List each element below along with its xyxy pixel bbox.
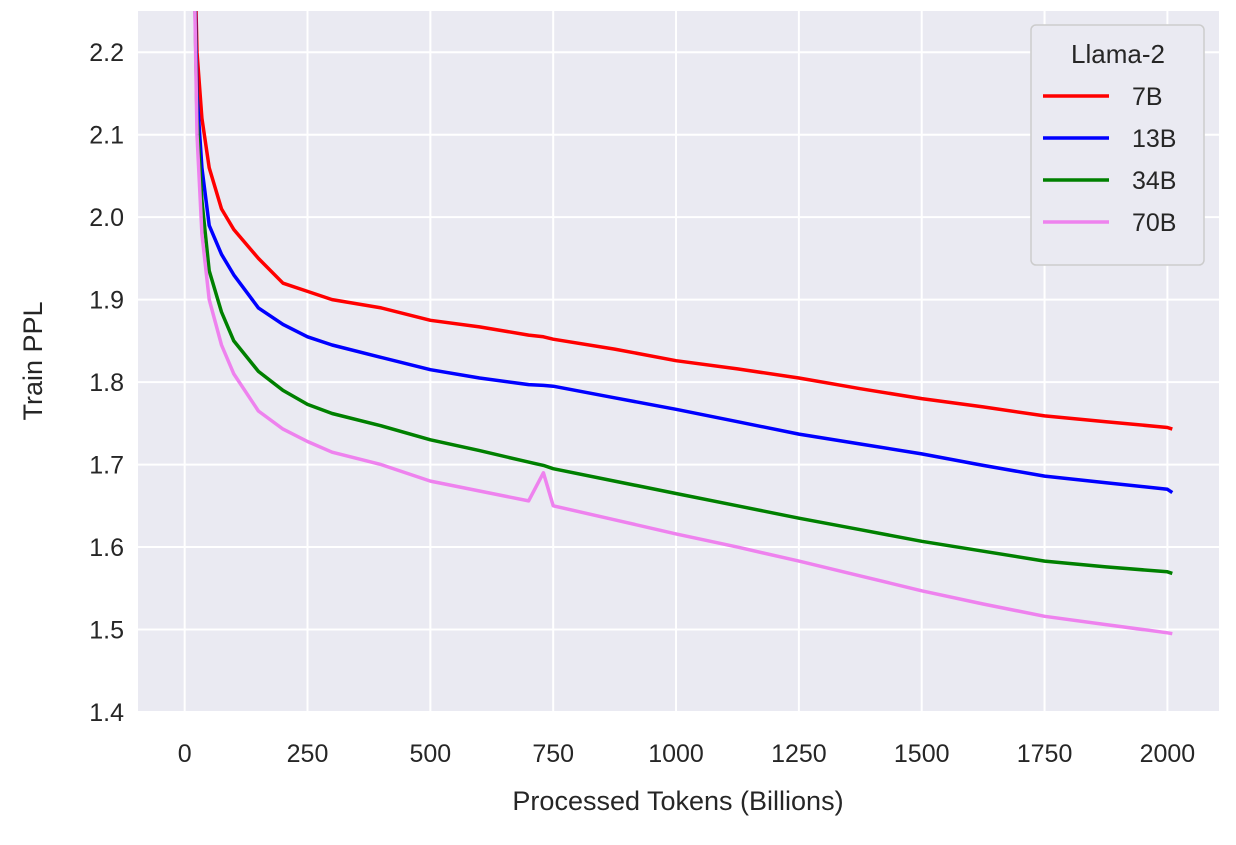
x-tick-label: 1000 xyxy=(648,740,704,768)
legend-title: Llama-2 xyxy=(1071,39,1165,69)
x-tick-label: 2000 xyxy=(1140,740,1196,768)
x-tick-label: 0 xyxy=(178,740,192,768)
x-tick-label: 500 xyxy=(410,740,452,768)
y-axis-label: Train PPL xyxy=(18,301,48,420)
y-tick-label: 2.2 xyxy=(89,39,124,67)
y-tick-label: 2.0 xyxy=(89,204,124,232)
y-tick-label: 1.4 xyxy=(89,699,124,727)
x-tick-label: 250 xyxy=(287,740,329,768)
x-tick-label: 1500 xyxy=(894,740,950,768)
y-tick-label: 2.1 xyxy=(89,122,124,150)
x-tick-label: 1750 xyxy=(1017,740,1073,768)
x-tick-label: 1250 xyxy=(771,740,827,768)
series-line-34B xyxy=(193,11,1173,576)
x-axis-label: Processed Tokens (Billions) xyxy=(512,786,843,816)
y-tick-label: 1.5 xyxy=(89,617,124,645)
series-line-13B xyxy=(193,11,1174,495)
legend: Llama-2 7B 13B 34B 70B xyxy=(1030,24,1205,266)
x-tick-label: 750 xyxy=(532,740,574,768)
y-tick-label: 1.7 xyxy=(89,452,124,480)
legend-label-70B: 70B xyxy=(1132,209,1176,237)
legend-label-13B: 13B xyxy=(1132,125,1176,153)
legend-label-34B: 34B xyxy=(1132,167,1176,195)
y-tick-label: 1.6 xyxy=(89,534,124,562)
y-tick-label: 1.9 xyxy=(89,287,124,315)
y-tick-label: 1.8 xyxy=(89,369,124,397)
series-line-7B xyxy=(194,11,1173,431)
legend-label-7B: 7B xyxy=(1132,83,1163,111)
series-line-70B xyxy=(193,11,1173,636)
legend-box xyxy=(1030,24,1205,266)
